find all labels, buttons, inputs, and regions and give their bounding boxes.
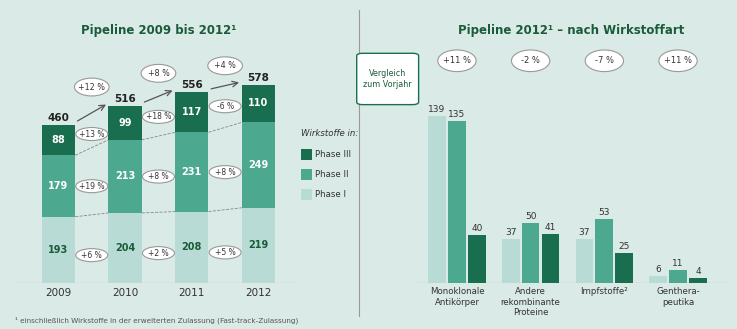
Text: 516: 516: [114, 94, 136, 104]
Bar: [428, 116, 446, 283]
Ellipse shape: [209, 100, 241, 113]
Text: ¹ einschließlich Wirkstoffe in der erweiterten Zulassung (Fast-track-Zulassung): ¹ einschließlich Wirkstoffe in der erwei…: [15, 316, 298, 324]
Ellipse shape: [142, 246, 175, 260]
Text: 578: 578: [248, 73, 270, 83]
Bar: [669, 270, 687, 283]
Text: +6 %: +6 %: [81, 251, 102, 260]
Text: 4: 4: [695, 267, 701, 276]
Text: Phase I: Phase I: [315, 190, 346, 199]
Text: +11 %: +11 %: [664, 56, 692, 65]
Ellipse shape: [142, 110, 175, 123]
Ellipse shape: [585, 50, 624, 72]
Text: +2 %: +2 %: [148, 249, 169, 258]
Text: 135: 135: [448, 110, 466, 119]
Ellipse shape: [74, 78, 109, 96]
Bar: [175, 212, 209, 283]
Text: Phase II: Phase II: [315, 170, 349, 179]
Text: +5 %: +5 %: [214, 248, 236, 257]
Text: +11 %: +11 %: [443, 56, 471, 65]
Ellipse shape: [659, 50, 697, 72]
Bar: [522, 223, 539, 283]
Bar: [468, 235, 486, 283]
Text: 99: 99: [119, 118, 132, 128]
Text: 25: 25: [618, 242, 630, 251]
Text: +12 %: +12 %: [78, 83, 105, 91]
Text: 139: 139: [428, 105, 446, 114]
Ellipse shape: [208, 57, 242, 75]
Text: -2 %: -2 %: [521, 56, 540, 65]
Bar: [108, 213, 142, 283]
Text: 208: 208: [181, 242, 202, 252]
Text: +8 %: +8 %: [214, 167, 235, 177]
Ellipse shape: [76, 249, 108, 262]
Ellipse shape: [141, 64, 176, 82]
Text: 37: 37: [505, 228, 517, 237]
Bar: [108, 140, 142, 213]
Bar: [175, 92, 209, 132]
Bar: [502, 239, 520, 283]
Text: 204: 204: [115, 243, 136, 253]
Text: 179: 179: [49, 181, 69, 191]
Text: 249: 249: [248, 160, 268, 170]
Text: Vergleich
zum Vorjahr: Vergleich zum Vorjahr: [363, 69, 412, 89]
Text: 40: 40: [471, 224, 483, 233]
Bar: [649, 276, 667, 283]
Bar: [42, 125, 75, 155]
Text: 6: 6: [655, 265, 661, 274]
Bar: [108, 106, 142, 140]
Bar: [42, 155, 75, 217]
Bar: [42, 217, 75, 283]
Text: +18 %: +18 %: [146, 113, 171, 121]
Ellipse shape: [438, 50, 476, 72]
Text: +4 %: +4 %: [214, 61, 236, 70]
Text: -7 %: -7 %: [595, 56, 614, 65]
Ellipse shape: [76, 180, 108, 193]
Text: 219: 219: [248, 240, 268, 250]
Text: +13 %: +13 %: [79, 130, 105, 139]
Text: 53: 53: [598, 209, 610, 217]
Bar: [595, 219, 613, 283]
Text: 88: 88: [52, 135, 66, 145]
Text: 213: 213: [115, 171, 136, 181]
Bar: [615, 253, 633, 283]
Ellipse shape: [511, 50, 550, 72]
Text: 193: 193: [49, 245, 69, 255]
Text: 50: 50: [525, 212, 537, 221]
Text: 460: 460: [47, 113, 69, 123]
Ellipse shape: [142, 170, 175, 183]
Ellipse shape: [209, 246, 241, 259]
Bar: [576, 239, 593, 283]
Bar: [542, 234, 559, 283]
Ellipse shape: [76, 128, 108, 140]
Text: 117: 117: [181, 107, 202, 117]
Bar: [242, 122, 275, 208]
Text: 11: 11: [672, 259, 684, 268]
Title: Pipeline 2012¹ – nach Wirkstoffart: Pipeline 2012¹ – nach Wirkstoffart: [458, 24, 685, 38]
Ellipse shape: [209, 165, 241, 179]
Bar: [175, 132, 209, 212]
Text: -6 %: -6 %: [217, 102, 234, 111]
Text: 41: 41: [545, 223, 556, 232]
Title: Pipeline 2009 bis 2012¹: Pipeline 2009 bis 2012¹: [81, 24, 236, 38]
Bar: [242, 85, 275, 122]
Text: 37: 37: [579, 228, 590, 237]
Text: +19 %: +19 %: [79, 182, 105, 191]
Text: +8 %: +8 %: [147, 69, 170, 78]
Bar: [689, 278, 707, 283]
Text: 231: 231: [181, 167, 202, 177]
Text: Wirkstoffe in:: Wirkstoffe in:: [301, 129, 358, 138]
Bar: [242, 208, 275, 283]
Text: Phase III: Phase III: [315, 150, 352, 159]
Bar: [448, 121, 466, 283]
Text: 556: 556: [181, 80, 203, 90]
Text: 110: 110: [248, 98, 268, 109]
Text: +8 %: +8 %: [148, 172, 169, 181]
